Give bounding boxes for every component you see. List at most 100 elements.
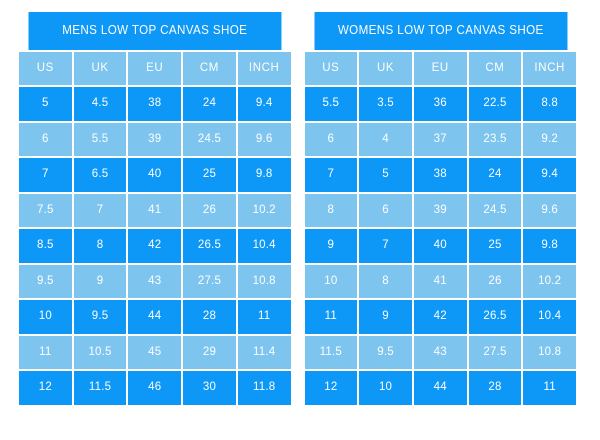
cell-us: 12 — [304, 371, 358, 405]
cell-cm: 26 — [468, 264, 522, 298]
cell-inch: 9.6 — [523, 193, 577, 227]
cell-us: 10 — [19, 300, 72, 334]
table-row: 12 11.5 46 30 11.8 — [19, 371, 291, 405]
column-header-cm: CM — [183, 51, 236, 85]
cell-inch: 11 — [523, 371, 577, 405]
cell-eu: 44 — [128, 300, 182, 334]
column-header-inch: INCH — [237, 51, 291, 85]
cell-eu: 36 — [413, 87, 467, 121]
cell-uk: 5.5 — [73, 122, 127, 156]
cell-inch: 9.8 — [523, 229, 577, 263]
table-title-womens: WOMENS LOW TOP CANVAS SHOE — [314, 12, 567, 50]
cell-eu: 43 — [413, 335, 467, 369]
cell-eu: 38 — [128, 87, 182, 121]
column-header-eu: EU — [413, 51, 467, 85]
cell-uk: 9 — [73, 264, 127, 298]
table-row: 9.5 9 43 27.5 10.8 — [19, 264, 291, 298]
cell-cm: 26.5 — [183, 229, 236, 263]
cell-us: 11.5 — [304, 335, 358, 369]
cell-us: 8 — [304, 193, 358, 227]
table-row: 11.5 9.5 43 27.5 10.8 — [304, 335, 577, 369]
cell-cm: 27.5 — [468, 335, 522, 369]
cell-uk: 7 — [359, 229, 412, 263]
cell-uk: 10 — [359, 371, 412, 405]
cell-inch: 10.2 — [523, 264, 577, 298]
cell-cm: 30 — [183, 371, 236, 405]
cell-uk: 5 — [359, 158, 412, 192]
cell-cm: 28 — [468, 371, 522, 405]
table-row: 7 6.5 40 25 9.8 — [19, 158, 291, 192]
table-header-row: US UK EU CM INCH — [19, 51, 291, 85]
cell-eu: 40 — [413, 229, 467, 263]
cell-cm: 24.5 — [468, 193, 522, 227]
column-header-us: US — [304, 51, 358, 85]
cell-us: 7.5 — [19, 193, 72, 227]
cell-us: 9.5 — [19, 264, 72, 298]
cell-cm: 25 — [183, 158, 236, 192]
cell-eu: 43 — [128, 264, 182, 298]
table-row: 9 7 40 25 9.8 — [304, 229, 577, 263]
cell-eu: 41 — [128, 193, 182, 227]
table-row: 8.5 8 42 26.5 10.4 — [19, 229, 291, 263]
cell-us: 5 — [19, 87, 72, 121]
cell-cm: 27.5 — [183, 264, 236, 298]
cell-inch: 9.4 — [523, 158, 577, 192]
cell-us: 11 — [304, 300, 358, 334]
cell-cm: 23.5 — [468, 122, 522, 156]
cell-us: 6 — [304, 122, 358, 156]
cell-uk: 10.5 — [73, 335, 127, 369]
cell-uk: 7 — [73, 193, 127, 227]
cell-us: 10 — [304, 264, 358, 298]
table-row: 10 8 41 26 10.2 — [304, 264, 577, 298]
cell-cm: 28 — [183, 300, 236, 334]
cell-us: 6 — [19, 122, 72, 156]
cell-cm: 29 — [183, 335, 236, 369]
cell-inch: 11 — [237, 300, 291, 334]
cell-inch: 10.4 — [523, 300, 577, 334]
cell-inch: 10.8 — [523, 335, 577, 369]
cell-us: 5.5 — [304, 87, 358, 121]
size-table-mens: MENS LOW TOP CANVAS SHOE US UK EU CM INCH 5 4.5… — [19, 12, 291, 405]
cell-cm: 24 — [183, 87, 236, 121]
table-row: 11 10.5 45 29 11.4 — [19, 335, 291, 369]
cell-eu: 46 — [128, 371, 182, 405]
cell-eu: 41 — [413, 264, 467, 298]
table-row: 6 5.5 39 24.5 9.6 — [19, 122, 291, 156]
column-header-uk: UK — [73, 51, 127, 85]
cell-inch: 11.8 — [237, 371, 291, 405]
cell-eu: 44 — [413, 371, 467, 405]
column-header-cm: CM — [468, 51, 522, 85]
table-row: 7.5 7 41 26 10.2 — [19, 193, 291, 227]
table-row: 7 5 38 24 9.4 — [304, 158, 577, 192]
cell-uk: 9.5 — [73, 300, 127, 334]
table-row: 12 10 44 28 11 — [304, 371, 577, 405]
cell-us: 9 — [304, 229, 358, 263]
cell-eu: 40 — [128, 158, 182, 192]
cell-uk: 8 — [73, 229, 127, 263]
cell-us: 12 — [19, 371, 72, 405]
cell-inch: 9.2 — [523, 122, 577, 156]
cell-uk: 9.5 — [359, 335, 412, 369]
table-row: 11 9 42 26.5 10.4 — [304, 300, 577, 334]
cell-inch: 9.8 — [237, 158, 291, 192]
table-title-mens: MENS LOW TOP CANVAS SHOE — [28, 12, 281, 50]
cell-cm: 24 — [468, 158, 522, 192]
cell-uk: 6.5 — [73, 158, 127, 192]
column-header-uk: UK — [359, 51, 412, 85]
table-row: 10 9.5 44 28 11 — [19, 300, 291, 334]
cell-inch: 10.2 — [237, 193, 291, 227]
table-header-row: US UK EU CM INCH — [304, 51, 577, 85]
cell-uk: 9 — [359, 300, 412, 334]
cell-us: 7 — [304, 158, 358, 192]
cell-uk: 6 — [359, 193, 412, 227]
cell-inch: 9.4 — [237, 87, 291, 121]
cell-us: 7 — [19, 158, 72, 192]
column-header-us: US — [19, 51, 72, 85]
cell-eu: 39 — [128, 122, 182, 156]
cell-eu: 38 — [413, 158, 467, 192]
cell-cm: 25 — [468, 229, 522, 263]
cell-inch: 8.8 — [523, 87, 577, 121]
cell-eu: 37 — [413, 122, 467, 156]
cell-inch: 10.4 — [237, 229, 291, 263]
